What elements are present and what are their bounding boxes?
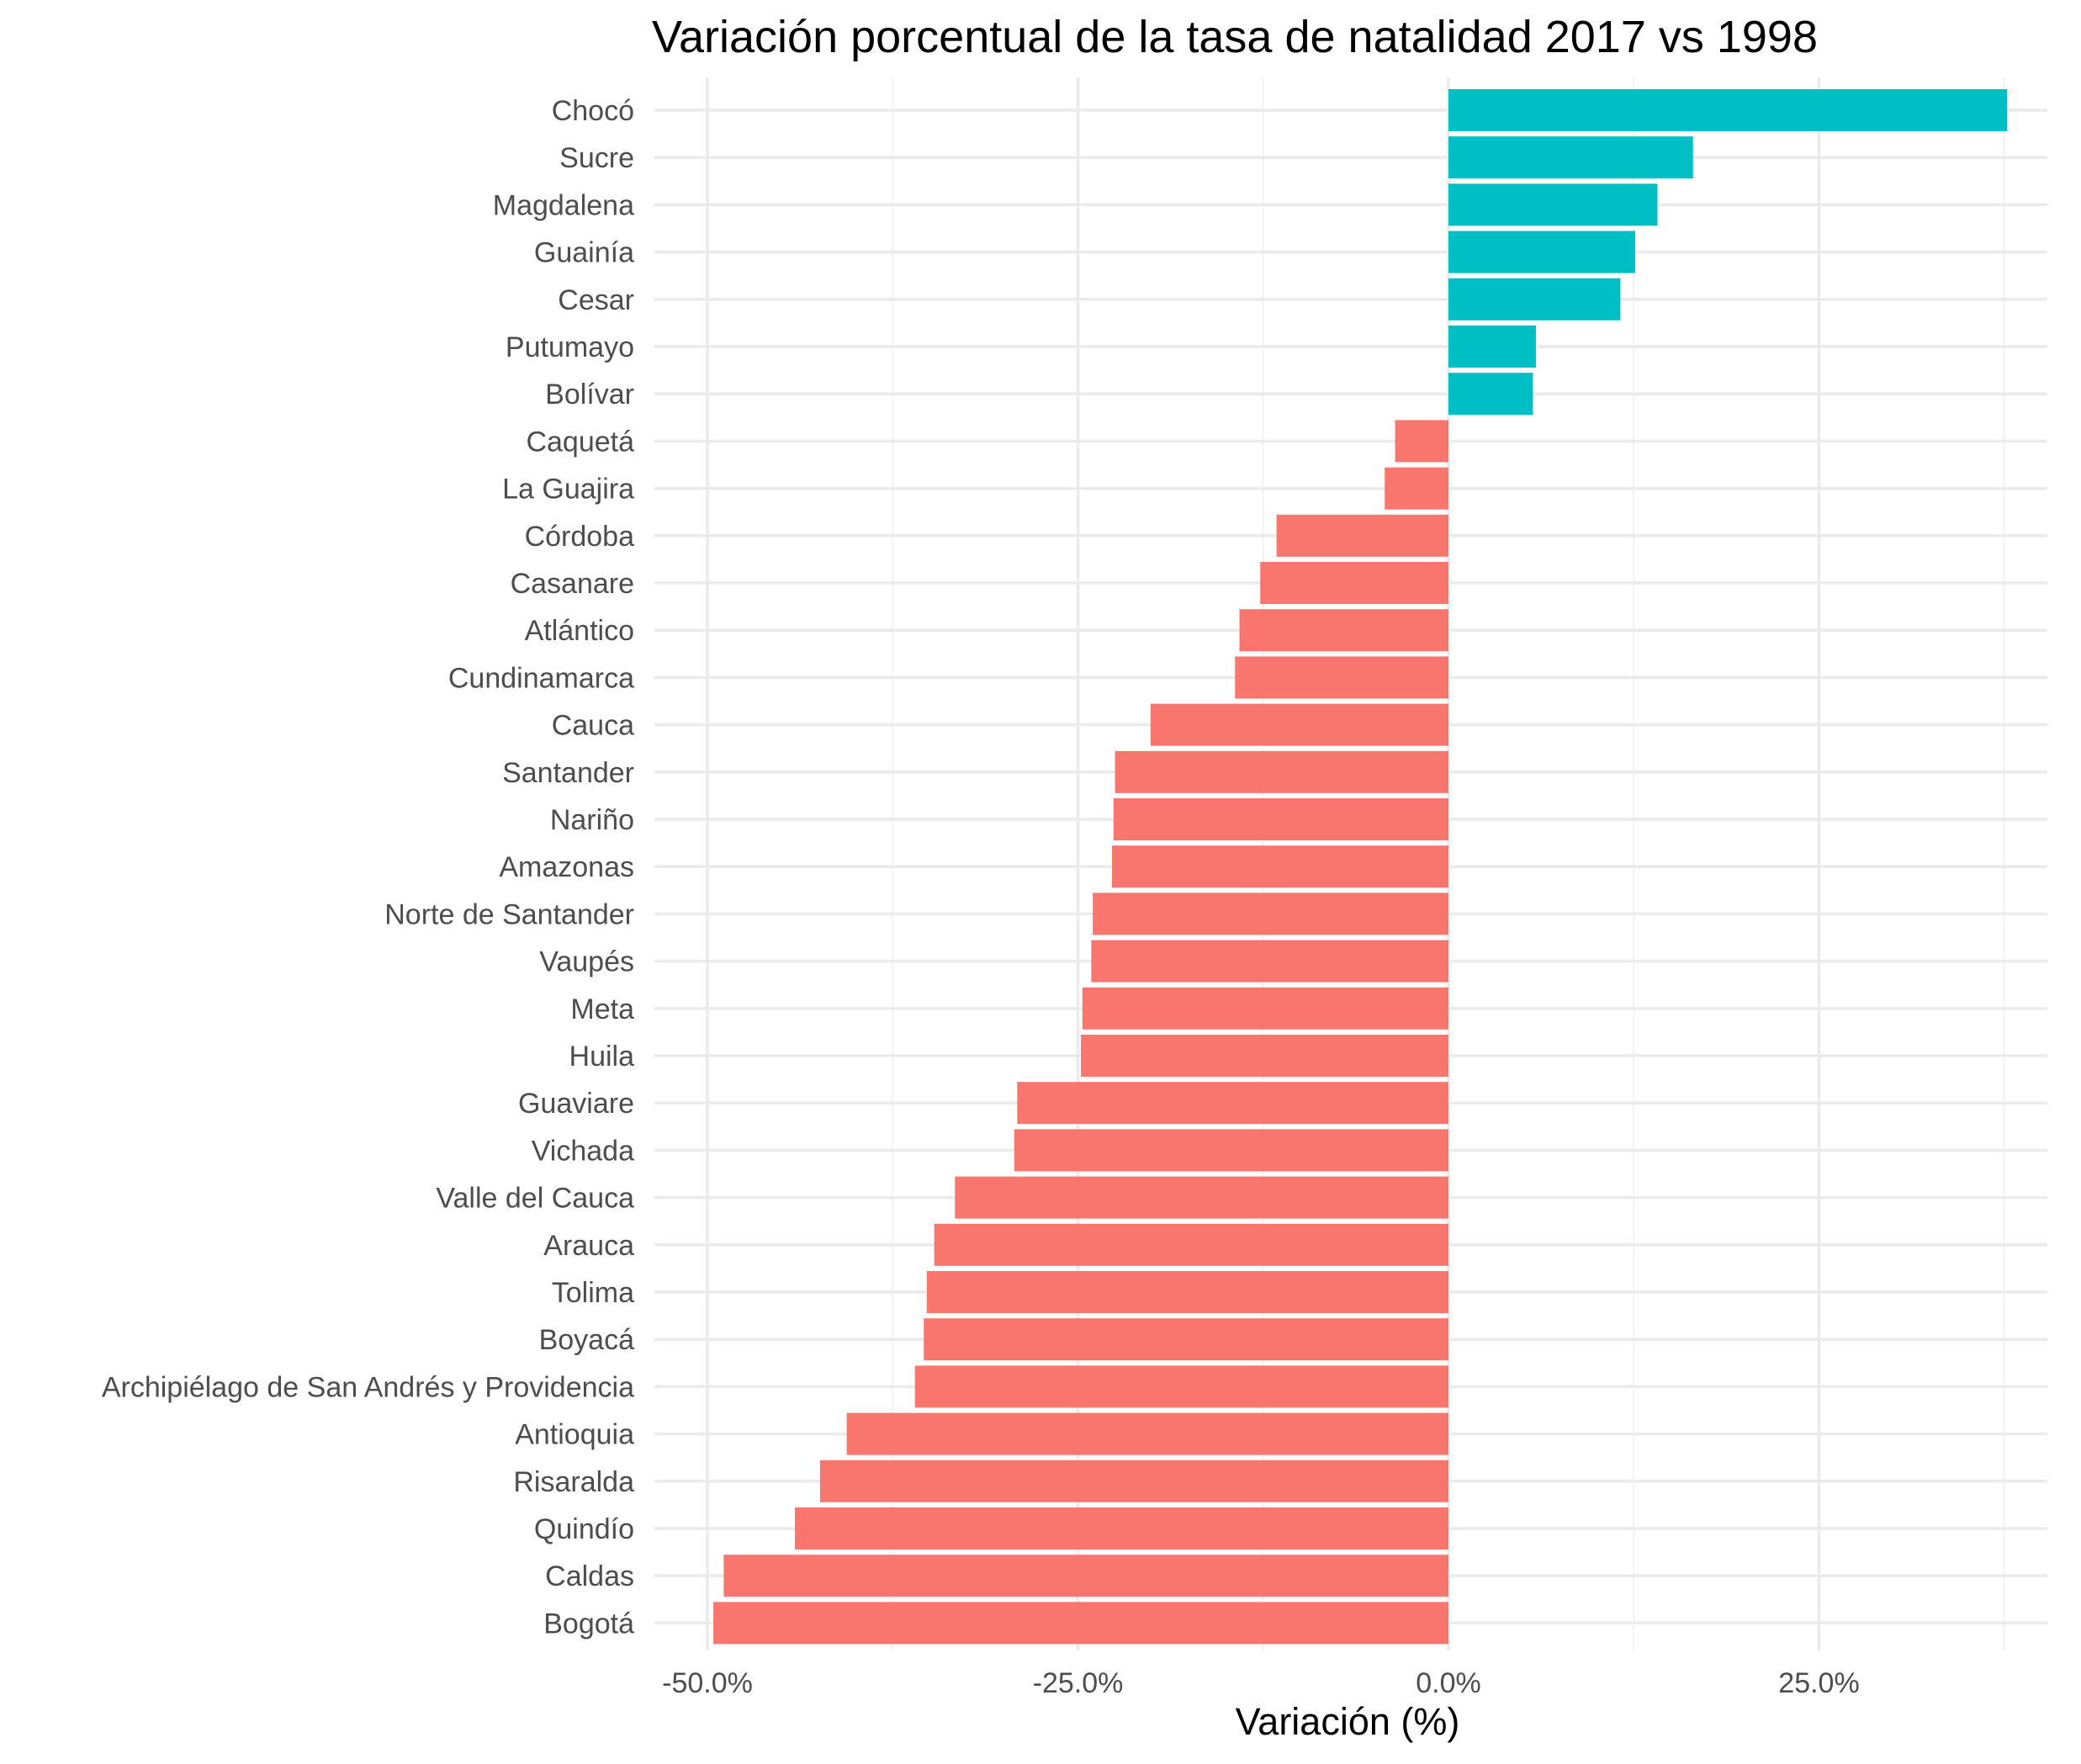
bar-27 [914,1365,1448,1408]
chart-title: Variación porcentual de la tasa de natal… [652,12,1818,62]
bar-14 [1115,750,1448,793]
bar-11 [1239,609,1448,652]
category-label: Risaralda [513,1466,634,1498]
category-label: Cesar [558,284,634,316]
category-label: Córdoba [525,521,635,553]
category-label: Meta [570,993,634,1025]
bars [713,89,2008,1645]
category-label: Vaupés [539,946,634,978]
bar-2 [1448,183,1658,226]
bar-32 [713,1602,1448,1645]
bar-29 [819,1459,1448,1502]
bar-30 [794,1507,1448,1549]
bar-28 [846,1412,1448,1455]
category-label: Amazonas [499,851,634,883]
category-labels: Chocó Sucre Magdalena Guainía Cesar Putumayo B… [102,95,634,1640]
bar-26 [924,1318,1448,1361]
category-label: Norte de Santander [384,898,634,930]
category-label: Antioquia [515,1419,634,1451]
bar-16 [1112,845,1448,888]
bar-22 [1014,1129,1448,1172]
bar-6 [1448,373,1533,416]
bar-17 [1093,893,1448,935]
category-label: Bogotá [543,1608,634,1640]
bar-4 [1448,278,1621,320]
bar-8 [1385,467,1448,510]
bar-18 [1091,940,1448,983]
category-label: Tolima [552,1277,634,1309]
bar-5 [1448,326,1536,368]
bar-3 [1448,230,1636,273]
bar-25 [926,1271,1448,1313]
x-tick-label: 25.0% [1778,1667,1859,1699]
category-label: Bolívar [545,379,634,411]
bar-7 [1395,420,1448,463]
category-label: Boyacá [539,1324,634,1356]
category-label: Cauca [552,710,634,742]
category-label: Caquetá [526,426,634,458]
category-label: Valle del Cauca [436,1183,634,1215]
category-label: La Guajira [502,474,634,506]
category-label: Atlántico [525,615,634,647]
bar-20 [1081,1035,1448,1077]
category-label: Caldas [545,1560,634,1592]
category-label: Santander [502,757,634,789]
category-label: Quindío [534,1513,634,1545]
bar-31 [723,1555,1448,1597]
bar-13 [1150,703,1448,746]
x-tick-label: -25.0% [1033,1667,1124,1699]
category-label: Putumayo [506,331,634,363]
category-label: Vichada [532,1135,634,1167]
bar-12 [1235,656,1448,699]
bar-15 [1113,798,1448,840]
category-label: Chocó [552,95,634,127]
bar-10 [1260,562,1448,604]
x-tick-label: -50.0% [662,1667,753,1699]
bar-9 [1276,514,1448,557]
x-tick-label: 0.0% [1416,1667,1481,1699]
category-label: Magdalena [493,189,634,221]
category-label: Archipiélago de San Andrés y Providencia [102,1371,634,1403]
x-tick-labels: -50.0% -25.0% 0.0% 25.0% [662,1667,1860,1699]
category-label: Guaviare [518,1088,634,1120]
x-axis-title: Variación (%) [1236,1700,1460,1743]
bar-23 [955,1176,1448,1219]
category-label: Huila [569,1041,635,1073]
category-label: Guainía [534,237,634,269]
category-label: Arauca [543,1230,634,1262]
bar-1 [1448,136,1693,179]
bar-19 [1082,987,1448,1030]
category-label: Sucre [559,142,634,174]
category-label: Casanare [511,568,634,600]
category-label: Cundinamarca [448,662,634,694]
bar-21 [1017,1082,1448,1125]
bar-0 [1448,89,2008,131]
bar-24 [934,1223,1448,1266]
category-label: Nariño [550,804,634,836]
